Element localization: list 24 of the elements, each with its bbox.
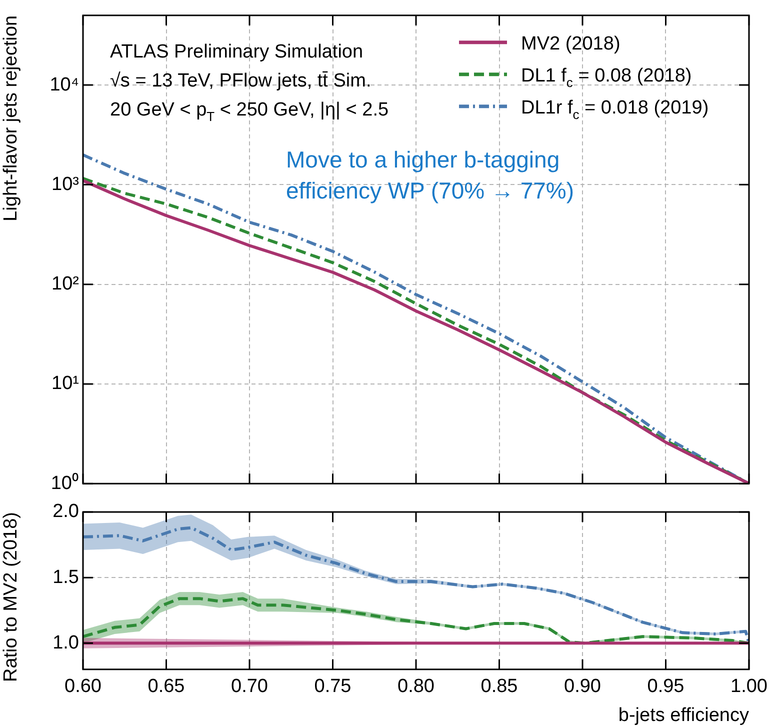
y-tick-label: 10²: [52, 274, 79, 295]
y-tick-label: 1.5: [52, 566, 79, 588]
legend-label: MV2 (2018): [521, 33, 620, 54]
y-tick-label: 10⁴: [50, 74, 79, 96]
x-tick-label: 0.75: [314, 676, 352, 698]
y-tick-label: 1.0: [52, 632, 79, 654]
x-tick-label: 0.95: [647, 676, 684, 698]
y-tick-label: 10⁰: [50, 472, 79, 494]
y-tick-label: 10¹: [52, 373, 79, 394]
annotation: Move to a higher b-tagging efficiency WP (70% → 77%): [286, 146, 574, 204]
x-tick-label: 0.70: [231, 676, 268, 698]
y-axis-title: Light-flavor jets rejection: [0, 15, 22, 222]
annotation: √s = 13 TeV, PFlow jets, tt̄ Sim.: [110, 70, 372, 92]
y-tick-label: 10³: [52, 174, 79, 195]
x-tick-label: 0.90: [564, 676, 601, 698]
x-axis-title: b-jets efficiency: [618, 704, 750, 726]
x-tick-label: 1.00: [730, 676, 768, 698]
x-tick-label: 0.65: [148, 676, 185, 698]
x-tick-label: 0.80: [398, 676, 434, 698]
annotation: ATLAS Preliminary Simulation: [110, 41, 364, 62]
y-axis-title: Ratio to MV2 (2018): [0, 512, 22, 682]
x-tick-label: 0.60: [64, 676, 102, 698]
x-tick-label: 0.85: [480, 676, 518, 698]
y-tick-label: 2.0: [52, 501, 79, 522]
